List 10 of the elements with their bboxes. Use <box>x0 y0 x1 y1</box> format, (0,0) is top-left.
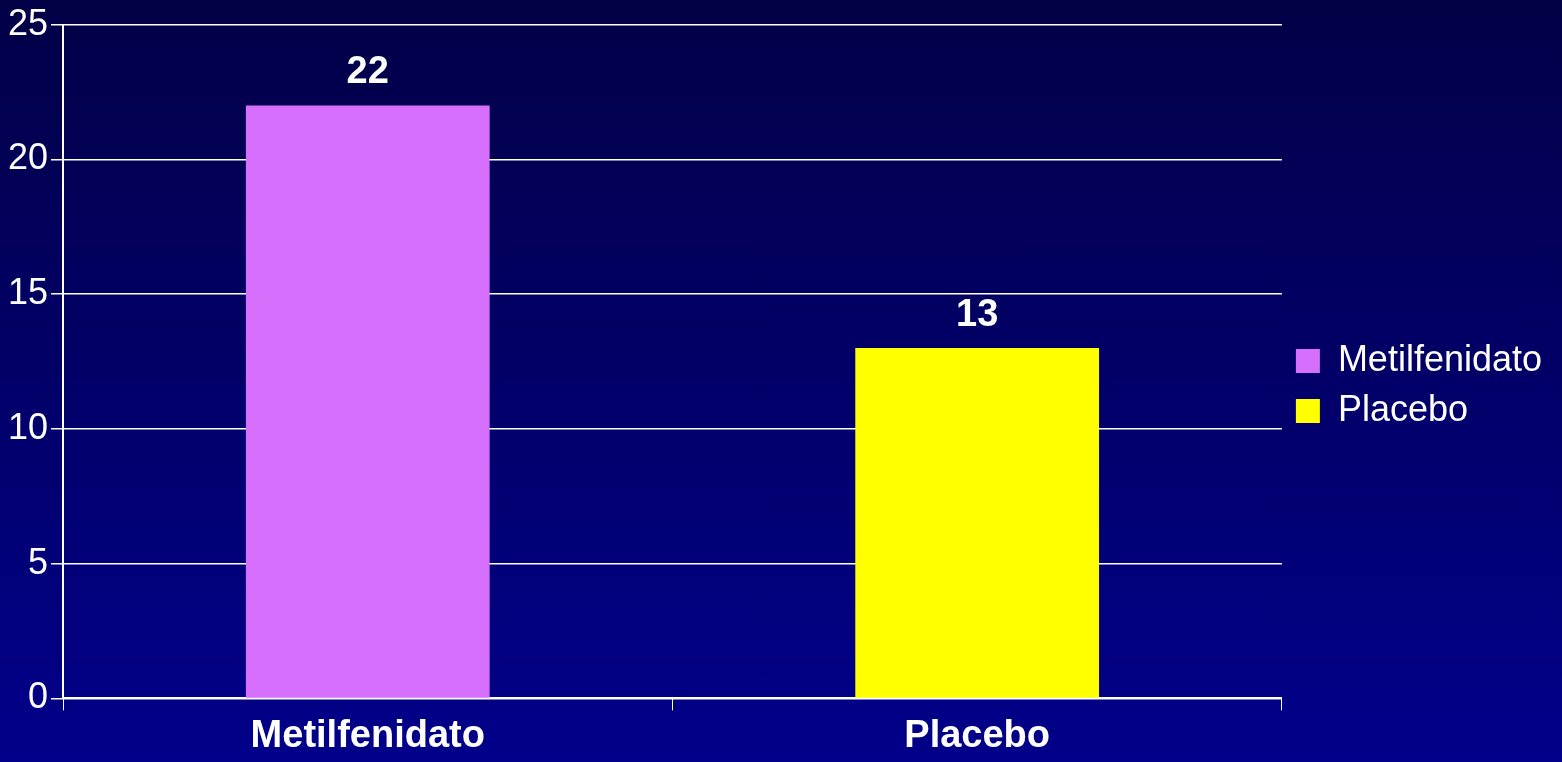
data-label: 13 <box>956 291 999 334</box>
y-tick-label: 20 <box>8 136 49 178</box>
y-tick-label: 15 <box>8 271 49 313</box>
data-label: 22 <box>346 48 389 91</box>
legend-label: Metilfenidato <box>1337 337 1543 379</box>
legend-label: Placebo <box>1337 387 1468 429</box>
y-tick-label: 10 <box>8 405 49 447</box>
y-tick-label: 0 <box>28 675 49 717</box>
y-tick-label: 25 <box>8 1 49 43</box>
y-tick-label: 5 <box>28 540 49 582</box>
